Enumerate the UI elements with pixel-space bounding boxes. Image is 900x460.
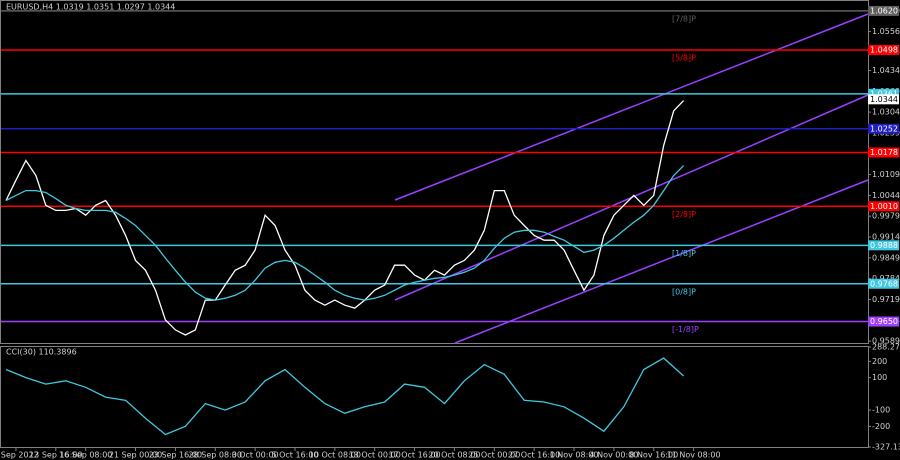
level-tag-label: 1.0620 — [870, 6, 898, 15]
x-tick-label: 25 Oct 00:00 — [468, 451, 520, 460]
level-tag — [868, 316, 899, 327]
y-tick-label: 200 — [872, 357, 887, 366]
x-tick-label: 28 Sep 08:00 — [189, 451, 242, 460]
x-tick-label: 1 Nov 08:00 — [550, 451, 599, 460]
x-tick-label: 10 Oct 08:00 — [309, 451, 361, 460]
y-tick-label: -327.1398 — [872, 443, 900, 452]
y-tick-label: 100 — [872, 373, 887, 382]
y-tick-label: 1.0304 — [872, 108, 900, 117]
y-tick-label: 0.9849 — [872, 253, 900, 262]
level-name: [-1/8]P — [672, 325, 699, 334]
x-tick-label: 11 Nov 08:00 — [667, 451, 721, 460]
x-tick-label: 13 Sep 16:00 — [29, 451, 82, 460]
series-line — [5, 165, 685, 301]
level-tag — [868, 5, 899, 16]
x-tick-label: 13 Oct 00:00 — [349, 451, 401, 460]
chart-title: EURUSD,H4 1.0319 1.0351 1.0297 1.0344 — [6, 3, 175, 12]
level-tag — [868, 123, 899, 134]
channel-line — [454, 179, 869, 344]
level-tag-label: 1.0252 — [870, 124, 898, 133]
y-tick-label: 0.9914 — [872, 233, 900, 242]
x-tick-label: 3 Oct 00:00 — [232, 451, 279, 460]
level-name: [2/8]P — [672, 210, 696, 219]
x-tick-label: 17 Oct 16:00 — [388, 451, 440, 460]
x-tick-label: 27 Oct 16:00 — [508, 451, 560, 460]
indicator-title: CCI(30) 110.3896 — [6, 348, 77, 357]
level-tag — [868, 147, 899, 158]
level-tag-label: 0.9888 — [870, 241, 898, 250]
level-tag — [868, 240, 899, 251]
y-tick-label: 1.0434 — [872, 66, 900, 75]
level-tag — [868, 278, 899, 289]
x-tick-label: 9 Sep 2022 — [0, 451, 39, 460]
current-price-tag — [868, 94, 899, 105]
x-tick-label: 23 Sep 16:00 — [149, 451, 202, 460]
y-tick-label: 1.0044 — [872, 191, 900, 200]
level-tag-label: 1.0178 — [870, 148, 898, 157]
y-tick-label: 288.2764 — [872, 343, 900, 352]
y-tick-label: 1.0109 — [872, 170, 900, 179]
x-tick-label: 16 Sep 08:00 — [59, 451, 112, 460]
x-tick-label: 4 Nov 00:00 — [589, 451, 638, 460]
level-name: [0/8]P — [672, 287, 696, 296]
level-tag-label: 0.9768 — [870, 279, 898, 288]
x-tick-label: 20 Oct 08:00 — [428, 451, 480, 460]
x-tick-label: 8 Nov 16:00 — [629, 451, 678, 460]
y-tick-label: 1.0556 — [872, 27, 900, 36]
series-line — [5, 100, 685, 336]
y-tick-label: 0.9719 — [872, 295, 900, 304]
level-tag — [868, 44, 899, 55]
level-name: [5/8]P — [672, 53, 696, 62]
x-tick-label: 21 Sep 00:00 — [109, 451, 162, 460]
level-tag-label: 1.0010 — [870, 202, 898, 211]
y-tick-label: 0.9589 — [872, 337, 900, 346]
channel-line — [394, 13, 869, 201]
y-tick-label: 0.9784 — [872, 274, 900, 283]
x-tick-label: 5 Oct 16:00 — [271, 451, 318, 460]
level-tag — [868, 201, 899, 212]
y-tick-label: -100 — [872, 406, 890, 415]
level-name: [7/8]P — [672, 14, 696, 23]
level-name: [1/8]P — [672, 249, 696, 258]
level-tag-label: 1.0498 — [870, 45, 898, 54]
main-frame — [0, 0, 869, 344]
y-tick-label: 0.9979 — [872, 212, 900, 221]
level-tag-label: 0.9650 — [870, 317, 898, 326]
level-tag-label: 1.0361 — [870, 89, 898, 98]
level-tag — [868, 88, 899, 99]
cci-frame — [0, 346, 869, 448]
current-price-label: 1.0344 — [870, 95, 898, 104]
series-line — [5, 357, 685, 436]
y-tick-label: -200 — [872, 422, 890, 431]
